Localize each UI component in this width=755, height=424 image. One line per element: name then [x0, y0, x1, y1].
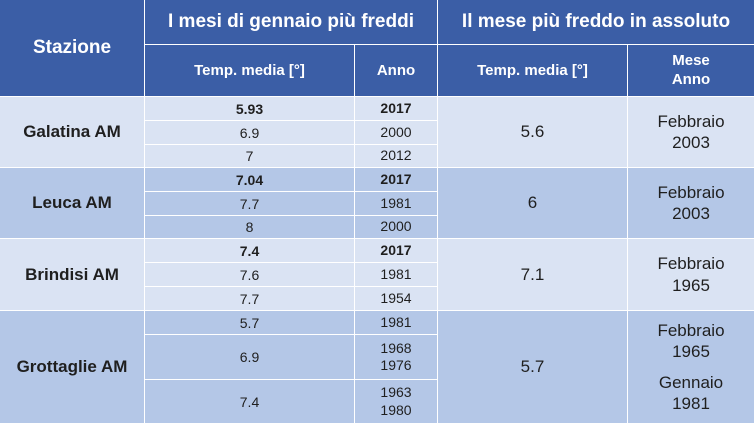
temp: 7.4	[145, 380, 355, 424]
station-name: Grottaglie AM	[0, 311, 145, 424]
record-year: 2003	[672, 133, 710, 152]
year: 2017	[355, 239, 438, 263]
record-year: 1965	[672, 275, 710, 295]
temp: 7.4	[145, 239, 355, 263]
year-line: 2017	[380, 241, 412, 258]
header-group: I mesi di gennaio più freddi	[145, 0, 438, 45]
year-line: 1963	[380, 384, 412, 400]
year: 1954	[355, 287, 438, 311]
year-line: 2000	[380, 123, 412, 140]
record-month-name: Febbraio	[657, 254, 725, 274]
record-month-name: Gennaio	[658, 372, 724, 392]
year: 1981	[355, 192, 438, 216]
temp: 8	[145, 216, 355, 239]
record-entry: Febbraio 1965	[657, 253, 724, 296]
record-temp: 6	[438, 168, 628, 239]
record-month: Febbraio 2003	[628, 97, 755, 168]
station-name: Galatina AM	[0, 97, 145, 168]
temp: 7.7	[145, 192, 355, 216]
temp: 7.04	[145, 168, 355, 192]
temp: 7.6	[145, 263, 355, 287]
header-year: Anno	[355, 45, 438, 97]
record-entry: Gennaio 1981	[659, 372, 723, 415]
year: 2000	[355, 216, 438, 239]
header-station: Stazione	[0, 0, 145, 97]
record-year: 2003	[672, 204, 710, 223]
year: 1968 1976	[355, 335, 438, 380]
year-line: 2012	[380, 147, 412, 164]
temp: 6.9	[145, 335, 355, 380]
header-line: Mese	[672, 51, 710, 69]
record-temp: 7.1	[438, 239, 628, 311]
year-line: 1981	[380, 265, 412, 282]
year: 1963 1980	[355, 380, 438, 424]
station-name: Leuca AM	[0, 168, 145, 239]
temp: 5.93	[145, 97, 355, 121]
record-month-name: Febbraio	[657, 182, 725, 202]
header-group: Il mese più freddo in assoluto	[438, 0, 755, 45]
year: 2017	[355, 97, 438, 121]
record-month: Febbraio 1965	[628, 239, 755, 311]
year-line: 1954	[380, 289, 412, 306]
year: 1981	[355, 311, 438, 335]
record-year: 1965	[672, 342, 710, 362]
year-line: 1976	[380, 357, 412, 373]
temp: 5.7	[145, 311, 355, 335]
record-entry: Febbraio 2003	[657, 111, 724, 154]
temp: 6.9	[145, 121, 355, 145]
year-line: 1981	[380, 313, 412, 330]
year: 2000	[355, 121, 438, 145]
year-line: 1980	[380, 401, 412, 418]
record-month: Febbraio 2003	[628, 168, 755, 239]
year: 1981	[355, 263, 438, 287]
header-line: Anno	[671, 70, 711, 88]
year-line: 2000	[380, 218, 412, 235]
record-temp: 5.7	[438, 311, 628, 424]
record-temp: 5.6	[438, 97, 628, 168]
header-month-year: Mese Anno	[628, 45, 755, 97]
record-entry: Febbraio 1965	[657, 320, 724, 363]
year: 2012	[355, 145, 438, 168]
temp: 7.7	[145, 287, 355, 311]
temp: 7	[145, 145, 355, 168]
record-month-name: Febbraio	[657, 111, 725, 131]
year-line: 2017	[380, 170, 412, 187]
record-month: Febbraio 1965 Gennaio 1981	[628, 311, 755, 424]
year: 2017	[355, 168, 438, 192]
header-temp: Temp. media [°]	[438, 45, 628, 97]
record-month-name: Febbraio	[657, 321, 725, 340]
record-year: 1981	[672, 393, 710, 413]
year-line: 1981	[380, 194, 412, 211]
station-name: Brindisi AM	[0, 239, 145, 311]
year-line: 2017	[380, 99, 412, 116]
record-entry: Febbraio 2003	[657, 182, 724, 225]
year-line: 1968	[380, 339, 412, 356]
header-temp: Temp. media [°]	[145, 45, 355, 97]
